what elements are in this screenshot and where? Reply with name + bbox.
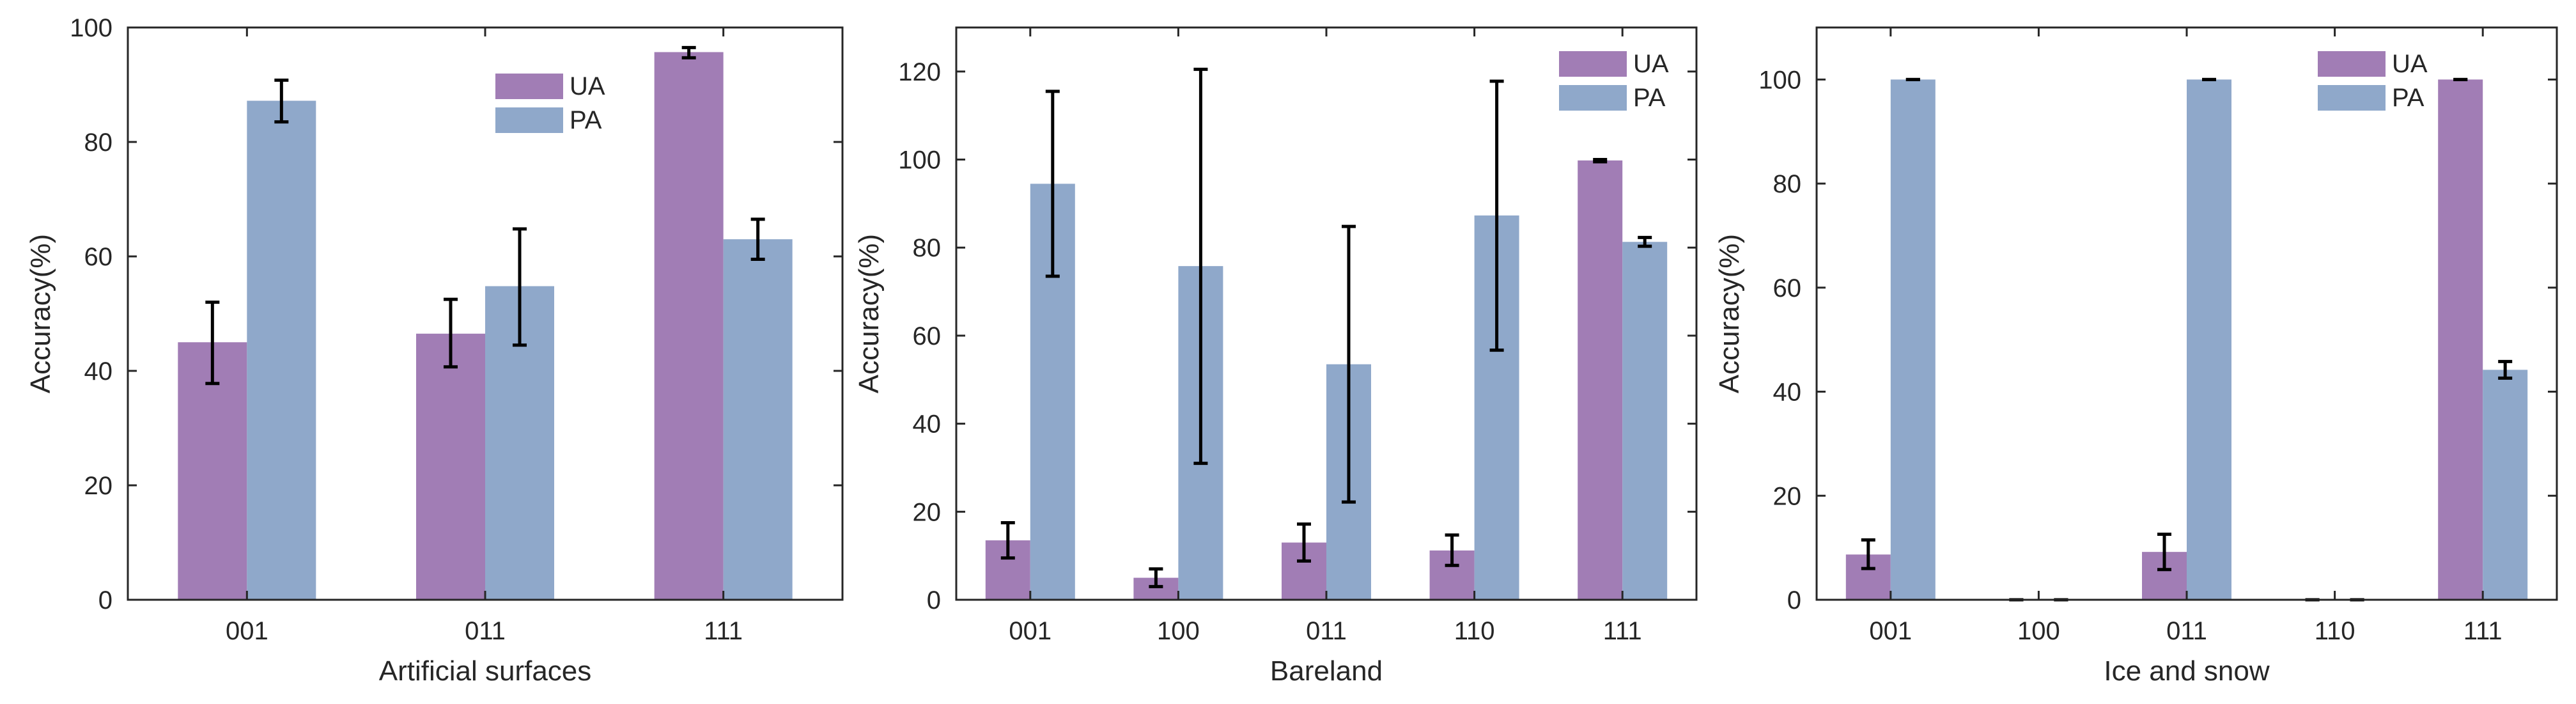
x-axis-label: Bareland — [1270, 655, 1383, 687]
y-tick-label: 20 — [913, 498, 942, 526]
y-tick-label: 80 — [84, 129, 113, 157]
y-tick-label: 100 — [70, 14, 113, 42]
bar-pa-111 — [1622, 242, 1668, 600]
error-bar-pa-001 — [1045, 90, 1060, 278]
legend: UA PA — [495, 72, 605, 134]
bar-pa-001 — [1890, 79, 1936, 600]
x-tick-label: 001 — [1009, 617, 1051, 645]
error-bar-ua-011 — [444, 297, 458, 369]
error-bar-pa-111 — [1638, 235, 1652, 248]
x-tick-label: 110 — [1454, 617, 1495, 645]
y-tick-label: 20 — [84, 472, 113, 500]
error-bar-pa-110 — [1489, 79, 1504, 352]
error-bar-ua-001 — [205, 301, 220, 386]
legend-swatch-pa — [495, 107, 563, 133]
legend-swatch-ua — [495, 74, 563, 99]
error-bar-ua-111 — [1593, 158, 1608, 164]
y-tick-label: 60 — [84, 243, 113, 271]
y-tick-label: 40 — [84, 357, 113, 386]
x-tick-label: 100 — [2017, 617, 2060, 645]
y-tick-label: 100 — [898, 146, 941, 175]
x-tick-label: 001 — [1869, 617, 1912, 645]
y-tick-label: 0 — [98, 586, 113, 614]
y-tick-label: 120 — [898, 58, 941, 86]
bar-ua-111 — [654, 52, 724, 600]
x-tick-label: 011 — [465, 617, 506, 645]
y-axis-label: Accuracy(%) — [853, 234, 885, 393]
x-axis-label: Ice and snow — [2104, 655, 2269, 687]
error-bar-ua-100 — [1149, 567, 1163, 588]
bar-pa-111 — [2483, 370, 2528, 600]
y-tick-label: 0 — [1787, 586, 1801, 614]
legend-label-ua: UA — [570, 72, 605, 100]
bar-ua-011 — [416, 333, 485, 600]
legend-swatch-pa — [2318, 85, 2386, 111]
legend-label-ua: UA — [1633, 50, 1669, 78]
y-tick-label: 40 — [913, 411, 942, 439]
y-tick-label: 80 — [1773, 170, 1802, 198]
y-tick-label: 60 — [1773, 274, 1802, 302]
chart-panel-1: 0 20 40 60 80 100 001 011 111 Artificial surfaces… — [25, 14, 844, 687]
error-bar-ua-011 — [2157, 532, 2171, 572]
x-tick-label: 011 — [1306, 617, 1347, 645]
y-tick-label: 40 — [1773, 379, 1802, 407]
bar-pa-001 — [247, 100, 316, 600]
error-bar-pa-011 — [1342, 224, 1356, 504]
error-bar-ua-001 — [1000, 521, 1015, 560]
bar-pa-011 — [2187, 79, 2231, 600]
error-bar-pa-001 — [274, 78, 289, 124]
y-tick-label: 80 — [913, 234, 942, 262]
y-tick-label: 0 — [927, 586, 941, 614]
x-tick-label: 111 — [704, 617, 743, 645]
error-bar-pa-011 — [513, 227, 527, 347]
legend-label-pa: PA — [570, 106, 602, 134]
error-bar-pa-111 — [2498, 359, 2513, 380]
y-tick-label: 60 — [913, 322, 942, 350]
legend: UA PA — [2318, 50, 2428, 112]
bar-ua-111 — [2438, 79, 2483, 600]
x-axis-label: Artificial surfaces — [379, 655, 592, 687]
legend-swatch-ua — [2318, 51, 2386, 77]
error-bar-ua-011 — [1297, 522, 1311, 563]
chart-panel-2: 0 20 40 60 80 100 120 001 100 011 110 111 Bareland Ac… — [853, 26, 1698, 687]
y-tick-label: 20 — [1773, 482, 1802, 510]
x-tick-label: 111 — [2463, 617, 2502, 645]
x-tick-label: 111 — [1603, 617, 1642, 645]
chart-panel-3: 0 20 40 60 80 100 001 100 011 110 111 Ice and snow A… — [1714, 26, 2558, 687]
legend-label-ua: UA — [2392, 50, 2428, 78]
legend-label-pa: PA — [2392, 84, 2425, 112]
error-bar-ua-001 — [1861, 538, 1875, 570]
x-tick-label: 001 — [226, 617, 268, 645]
legend: UA PA — [1559, 50, 1669, 112]
error-bar-pa-111 — [750, 217, 765, 261]
legend-swatch-pa — [1559, 85, 1627, 111]
y-axis-label: Accuracy(%) — [1714, 234, 1745, 393]
error-bar-ua-111 — [681, 45, 696, 59]
legend-label-pa: PA — [1633, 84, 1666, 112]
error-bar-ua-110 — [1445, 533, 1459, 567]
y-axis-label: Accuracy(%) — [25, 234, 56, 393]
bar-ua-111 — [1578, 160, 1623, 600]
error-bar-pa-100 — [1193, 67, 1208, 465]
y-tick-label: 100 — [1758, 66, 1801, 94]
bar-pa-111 — [723, 239, 793, 600]
x-tick-label: 011 — [2166, 617, 2207, 645]
x-tick-label: 110 — [2315, 617, 2355, 645]
bar-ua-001 — [178, 342, 247, 600]
legend-swatch-ua — [1559, 51, 1627, 77]
x-tick-label: 100 — [1157, 617, 1200, 645]
